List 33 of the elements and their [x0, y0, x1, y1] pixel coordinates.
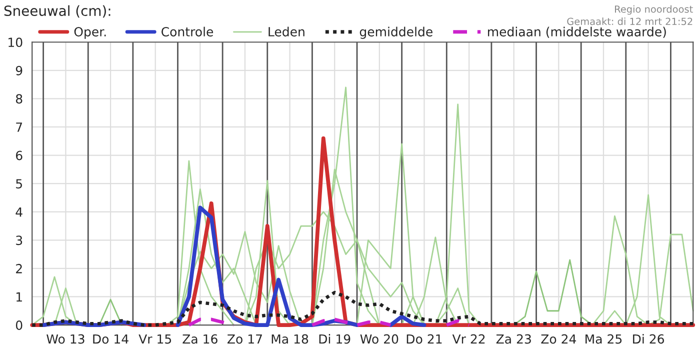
x-tick-label: Ma 25	[586, 334, 622, 344]
x-tick-label: Za 23	[496, 334, 531, 344]
y-tick-label: 5	[16, 179, 22, 188]
x-tick-label: Wo 20	[360, 334, 398, 344]
y-tick-label: 9	[16, 66, 22, 76]
y-tick-label: 6	[16, 150, 22, 160]
legend-label: mediaan (middelste waarde)	[488, 26, 666, 38]
y-tick-label: 10	[8, 38, 22, 48]
x-tick-label: Do 14	[93, 334, 128, 344]
y-tick-label: 3	[16, 236, 22, 246]
y-tick-label: 4	[16, 208, 22, 217]
text: Gemaakt: di 12 mrt 21:52	[567, 18, 692, 26]
chart-title: Sneeuwal (cm):	[4, 5, 110, 18]
text: Regio noordoost	[615, 5, 693, 15]
x-tick-label: Za 16	[182, 334, 218, 344]
y-tick-label: 7	[16, 122, 22, 132]
y-tick-label: 0	[16, 320, 22, 330]
x-tick-label: Vr 15	[138, 334, 172, 344]
x-tick-label: Zo 24	[541, 334, 576, 344]
x-tick-label: Do 21	[406, 334, 442, 344]
x-tick-label: Zo 17	[227, 334, 262, 344]
y-tick-label: 2	[16, 264, 22, 274]
legend-label: Controle	[162, 26, 214, 36]
x-tick-label: Vr 22	[452, 334, 485, 344]
x-tick-label: Wo 13	[46, 334, 84, 344]
x-tick-label: Di 19	[319, 334, 350, 344]
y-tick-label: 8	[16, 94, 22, 104]
legend-label: gemiddelde	[360, 26, 432, 39]
x-tick-label: Ma 18	[272, 334, 308, 344]
legend-label: Oper.	[74, 27, 106, 39]
x-tick-label: Di 26	[633, 334, 664, 344]
y-tick-label: 1	[16, 292, 22, 302]
legend-label: Leden	[268, 26, 304, 36]
